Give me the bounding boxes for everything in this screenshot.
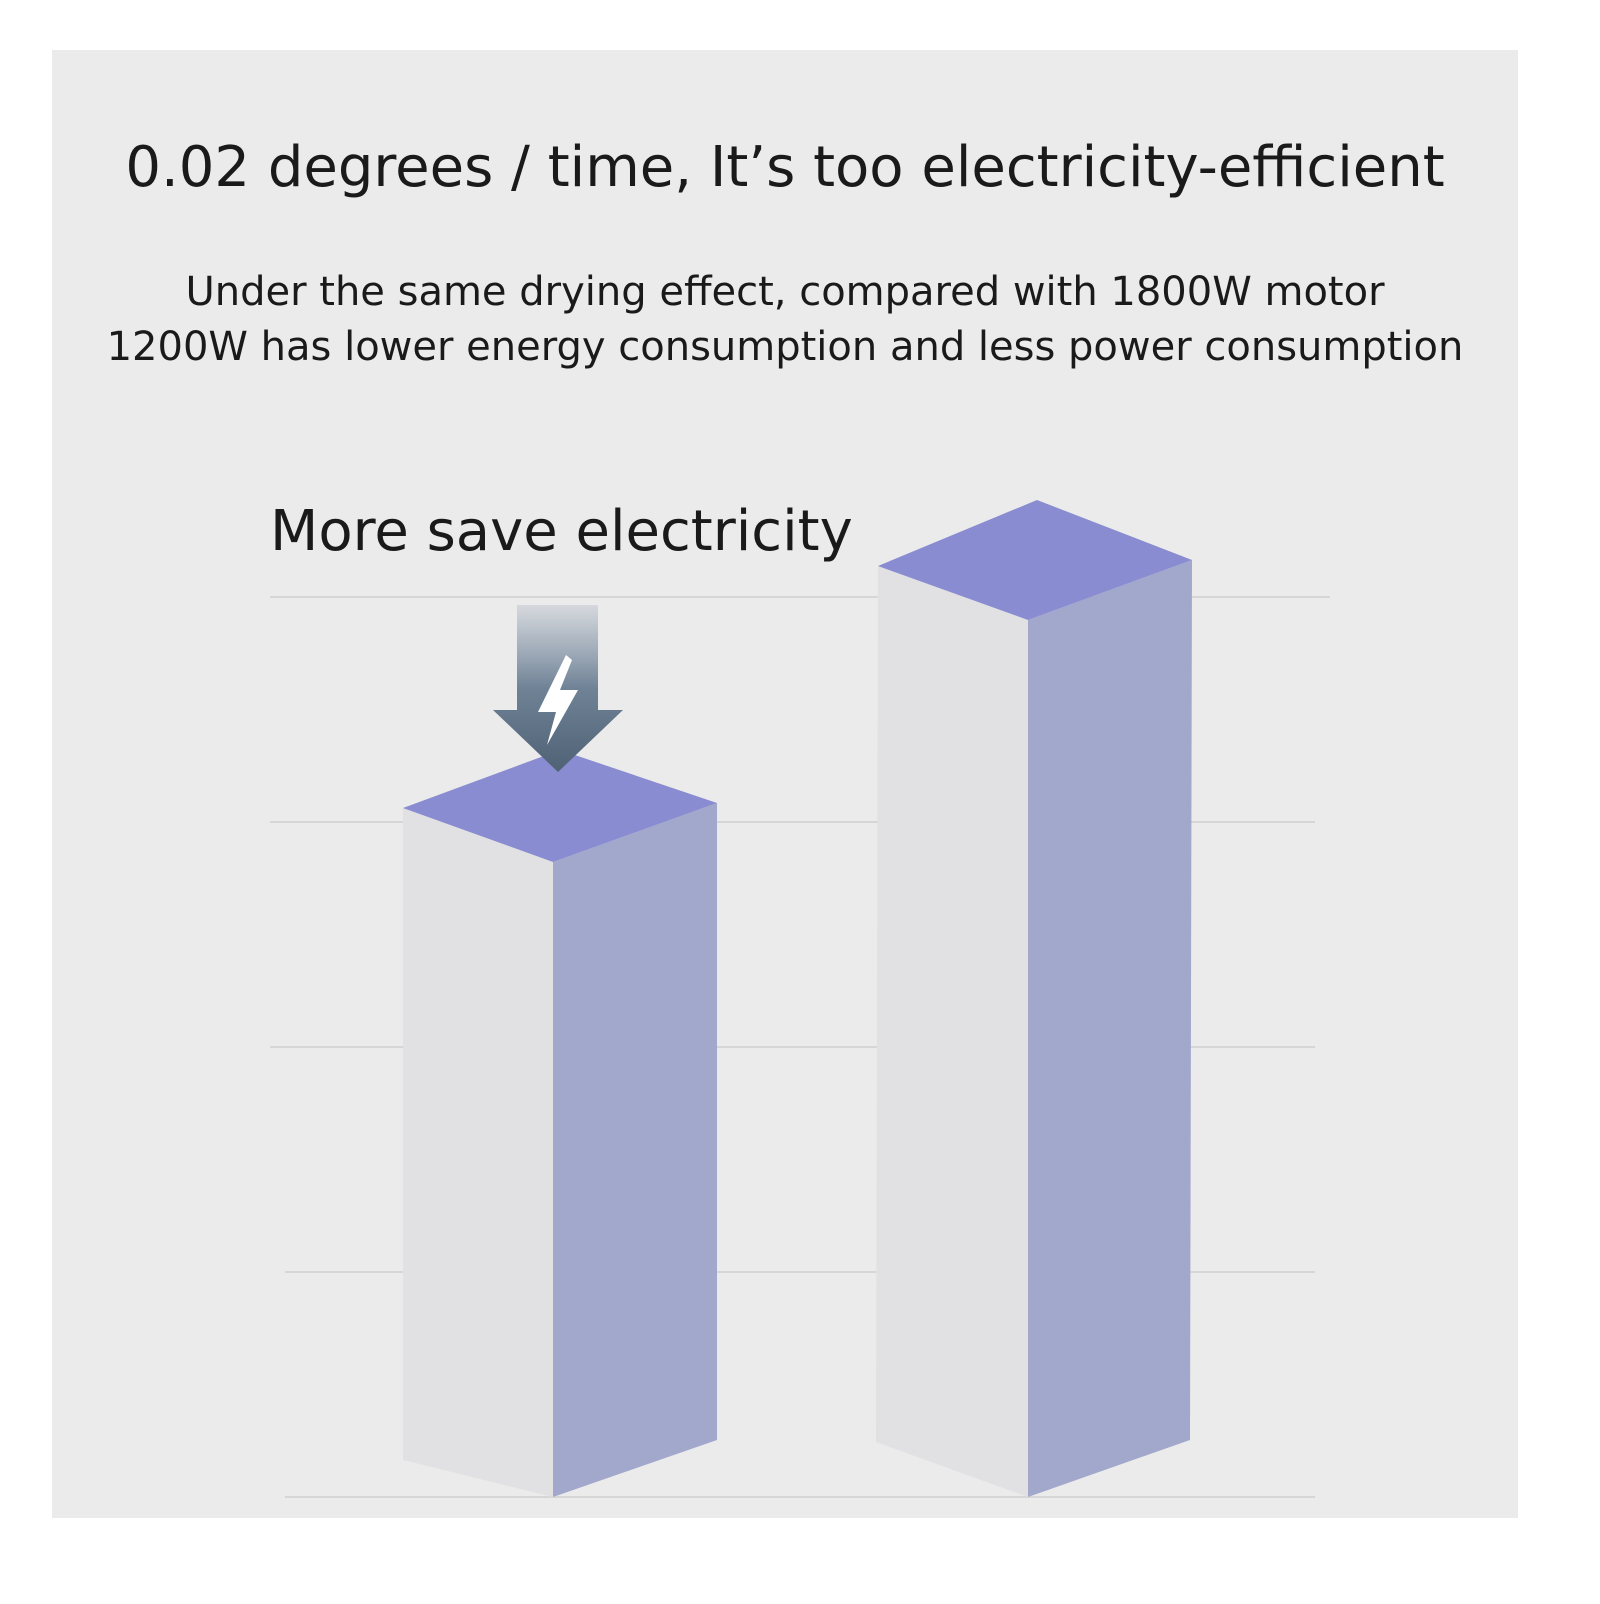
down-arrow <box>493 605 623 772</box>
subtitle-line: 1200W has lower energy consumption and l… <box>107 324 1464 370</box>
title: 0.02 degrees / time, It’s too electricit… <box>125 135 1444 200</box>
bar-tall <box>876 500 1192 1497</box>
bar-short <box>403 750 717 1497</box>
bar-top <box>403 750 717 862</box>
bar-face-right <box>1028 560 1192 1497</box>
callout-label: More save electricity <box>270 499 853 564</box>
bar-face-left <box>403 808 553 1497</box>
bar-face-right <box>553 803 717 1497</box>
bar-top <box>878 500 1192 620</box>
panel <box>52 50 1518 1518</box>
bar-face-left <box>876 566 1028 1497</box>
lightning-icon <box>538 655 578 745</box>
subtitle-line: Under the same drying effect, compared w… <box>185 269 1385 315</box>
